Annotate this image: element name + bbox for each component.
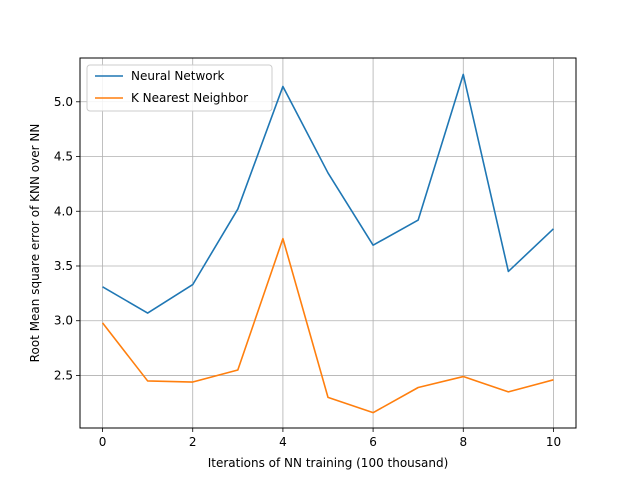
x-tick-label: 4 — [279, 435, 287, 449]
x-tick-label: 10 — [546, 435, 561, 449]
y-axis-label: Root Mean square error of KNN over NN — [28, 124, 42, 363]
y-tick-label: 2.5 — [54, 368, 73, 382]
x-axis-label: Iterations of NN training (100 thousand) — [208, 456, 449, 470]
y-tick-label: 4.5 — [54, 150, 73, 164]
series-line-neural-network — [102, 73, 555, 314]
legend-box — [86, 64, 273, 112]
legend: Neural Network K Nearest Neighbor — [86, 64, 273, 112]
y-tick-label: 4.0 — [54, 204, 73, 218]
plot-frame — [79, 57, 577, 429]
y-tick-label: 3.5 — [54, 259, 73, 273]
axis-ticks: 0 2 4 6 8 10 2.5 3.0 3.5 4.0 4.5 5.0 — [54, 95, 561, 449]
grid-lines — [80, 58, 576, 428]
y-tick-label: 3.0 — [54, 314, 73, 328]
legend-label-neural-network: Neural Network — [131, 69, 225, 83]
x-tick-label: 0 — [99, 435, 107, 449]
x-tick-label: 6 — [369, 435, 377, 449]
series-lines — [101, 73, 555, 414]
x-tick-label: 8 — [459, 435, 467, 449]
series-line-k-nearest-neighbor — [101, 237, 554, 414]
x-tick-label: 2 — [189, 435, 197, 449]
legend-label-k-nearest-neighbor: K Nearest Neighbor — [131, 91, 248, 105]
y-tick-label: 5.0 — [54, 95, 73, 109]
